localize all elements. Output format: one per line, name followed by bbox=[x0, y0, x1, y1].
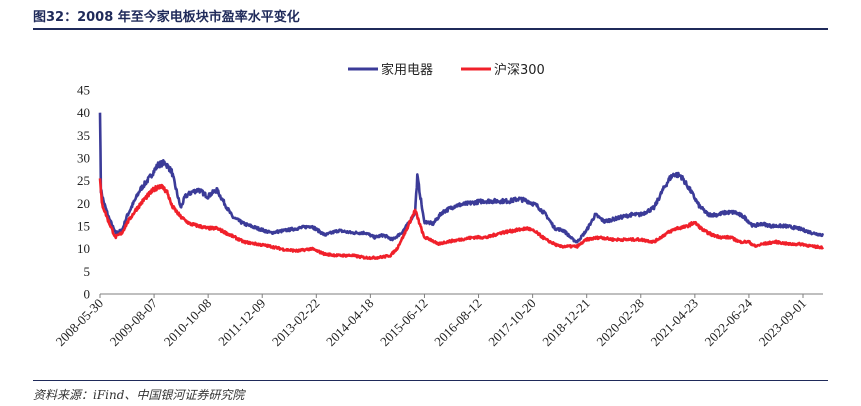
y-tick-label: 30 bbox=[77, 151, 90, 166]
x-tick-label: 2016-08-12 bbox=[431, 296, 485, 350]
y-tick-label: 10 bbox=[77, 241, 90, 256]
x-tick-label: 2009-08-07 bbox=[107, 295, 161, 349]
y-tick-label: 5 bbox=[84, 264, 91, 279]
y-tick-label: 45 bbox=[77, 83, 90, 98]
y-tick-label: 35 bbox=[77, 128, 90, 143]
source-note: 资料来源：iFind、中国银河证券研究院 bbox=[33, 388, 245, 402]
x-tick-label: 2020-02-28 bbox=[593, 296, 647, 350]
x-tick-label: 2008-05-30 bbox=[53, 296, 107, 350]
x-tick-label: 2014-04-18 bbox=[323, 296, 377, 350]
x-tick-label: 2023-09-01 bbox=[756, 296, 810, 350]
y-tick-label: 0 bbox=[84, 287, 91, 302]
x-axis: 2008-05-30 2009-08-07 2010-10-08 2011-12-09… bbox=[53, 293, 823, 350]
x-tick-label: 2021-04-23 bbox=[647, 296, 701, 350]
x-tick-label: 2011-12-09 bbox=[215, 296, 268, 349]
legend-label-csi300: 沪深300 bbox=[494, 62, 545, 78]
series-layer bbox=[98, 112, 825, 261]
series-line-csi300 bbox=[98, 178, 825, 261]
series-line-home-appliances bbox=[98, 112, 825, 244]
footer-divider bbox=[33, 380, 828, 381]
y-axis: 0 5 10 15 20 25 30 35 40 45 bbox=[77, 83, 90, 302]
x-tick-label: 2017-10-20 bbox=[485, 296, 539, 350]
x-tick-label: 2015-06-12 bbox=[377, 296, 431, 350]
title-divider bbox=[33, 28, 828, 30]
x-tick-label: 2018-12-21 bbox=[539, 296, 593, 350]
y-tick-label: 20 bbox=[77, 196, 90, 211]
y-tick-label: 40 bbox=[77, 105, 90, 120]
chart-title: 图32：2008 年至今家电板块市盈率水平变化 bbox=[33, 10, 300, 25]
y-tick-label: 15 bbox=[77, 219, 90, 234]
line-chart: 家用电器 沪深300 0 5 10 15 20 25 30 35 40 45 2008-05-30… bbox=[53, 62, 825, 350]
x-tick-label: 2022-06-24 bbox=[702, 295, 756, 349]
x-tick-label: 2013-02-22 bbox=[269, 296, 323, 350]
x-tick-label: 2010-10-08 bbox=[161, 296, 215, 350]
legend-label-home-appliances: 家用电器 bbox=[381, 62, 433, 78]
legend: 家用电器 沪深300 bbox=[348, 62, 545, 78]
y-tick-label: 25 bbox=[77, 173, 90, 188]
